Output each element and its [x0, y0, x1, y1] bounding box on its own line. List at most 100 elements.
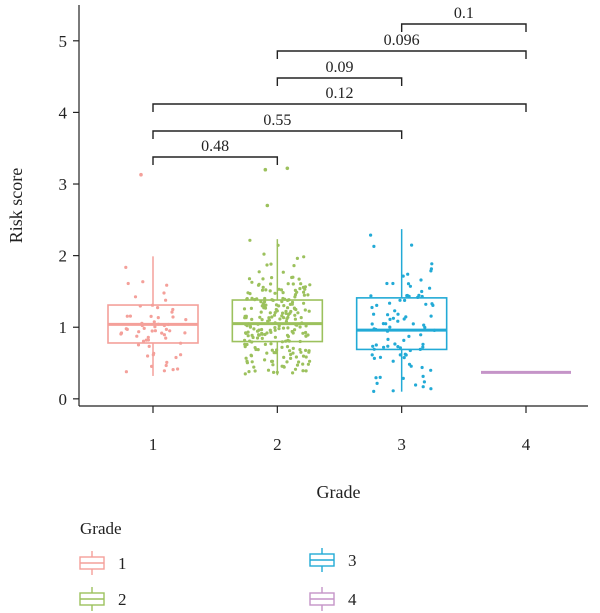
box-grade-2 [231, 239, 324, 376]
jitter-point [252, 365, 256, 369]
jitter-point [278, 317, 282, 321]
jitter-point [272, 351, 276, 355]
jitter-point [307, 350, 311, 354]
jitter-point [421, 385, 425, 389]
jitter-point [146, 338, 150, 342]
jitter-point [152, 320, 156, 324]
jitter-point [429, 368, 433, 372]
jitter-point [293, 313, 297, 317]
outlier-point [263, 167, 268, 172]
legend-title: Grade [80, 519, 122, 538]
jitter-point [268, 289, 272, 293]
iqr-box [355, 297, 448, 351]
jitter-point [429, 387, 433, 391]
y-tick-label: 1 [59, 318, 68, 337]
jitter-point [250, 360, 254, 364]
legend-label: 4 [348, 590, 357, 609]
x-tick-label: 4 [522, 435, 531, 454]
jitter-point [289, 352, 293, 357]
axes: 0 1 2 3 4 5 1 2 3 4 Grade Risk score [6, 5, 588, 502]
jitter-point [156, 306, 160, 310]
jitter-point [263, 306, 268, 310]
outlier-point [265, 203, 270, 208]
jitter-point [298, 348, 302, 352]
jitter-point [291, 282, 295, 286]
jitter-point [257, 328, 261, 332]
jitter-point [179, 353, 183, 357]
jitter-point [273, 311, 277, 315]
jitter-point [243, 372, 247, 376]
jitter-point [393, 309, 397, 313]
jitter-point [256, 283, 261, 287]
jitter-point [430, 262, 434, 266]
jitter-point [268, 328, 272, 332]
jitter-point [370, 353, 374, 357]
jitter-point [270, 348, 274, 352]
jitter-point [299, 350, 303, 354]
jitter-point [388, 301, 392, 305]
jitter-point [125, 314, 129, 318]
bracket-1-4: 0.12 [152, 85, 527, 112]
jitter-point [285, 360, 289, 364]
jitter-point [248, 324, 252, 328]
jitter-point [285, 333, 290, 337]
jitter-point [391, 316, 395, 320]
jitter-point [422, 380, 426, 384]
x-tick-label: 3 [397, 435, 406, 454]
jitter-point [246, 291, 250, 295]
jitter-point [288, 311, 292, 315]
jitter-point [402, 338, 406, 342]
jitter-point [372, 312, 376, 316]
jitter-point [244, 356, 248, 360]
bracket-1-2: 0.48 [152, 138, 279, 165]
jitter-point [277, 304, 281, 308]
y-tick-label: 0 [59, 390, 68, 409]
jitter-point [285, 317, 289, 321]
jitter-point [245, 361, 249, 365]
legend-item-3: 3 [309, 548, 357, 572]
jitter-point [254, 347, 258, 352]
jitter-point [391, 389, 395, 393]
jitter-point [293, 328, 297, 332]
jitter-point [128, 314, 132, 318]
jitter-point [281, 311, 285, 315]
jitter-point [281, 270, 285, 274]
jitter-point [429, 267, 433, 271]
jitter-point [268, 311, 272, 315]
jitter-point [419, 278, 423, 282]
jitter-point [369, 233, 373, 237]
jitter-point [298, 325, 302, 329]
jitter-point [296, 311, 300, 315]
jitter-point [409, 364, 413, 368]
jitter-point [263, 300, 267, 304]
jitter-point [281, 326, 286, 330]
jitter-point [170, 310, 174, 314]
jitter-point [375, 381, 379, 385]
jitter-point [388, 317, 392, 321]
jitter-point [293, 288, 297, 292]
jitter-point [301, 362, 305, 366]
jitter-point [265, 331, 269, 335]
legend-label: 1 [118, 554, 127, 573]
jitter-point [291, 371, 295, 375]
jitter-point [371, 344, 375, 348]
jitter-point [165, 360, 169, 364]
jitter-point [260, 336, 264, 340]
jitter-point [260, 331, 264, 335]
jitter-point [176, 367, 180, 371]
jitter-point [386, 337, 390, 341]
outlier-point [285, 166, 290, 171]
jitter-point [420, 365, 424, 370]
jitter-point [171, 368, 175, 372]
p-value-label: 0.48 [201, 138, 229, 155]
p-value-label: 0.09 [326, 59, 354, 76]
jitter-point [249, 353, 253, 357]
jitter-point [259, 310, 263, 314]
jitter-point [297, 277, 301, 281]
jitter-point [247, 277, 252, 281]
jitter-point [257, 270, 261, 274]
jitter-point [267, 316, 271, 320]
jitter-point [269, 342, 273, 346]
jitter-point [141, 280, 145, 284]
